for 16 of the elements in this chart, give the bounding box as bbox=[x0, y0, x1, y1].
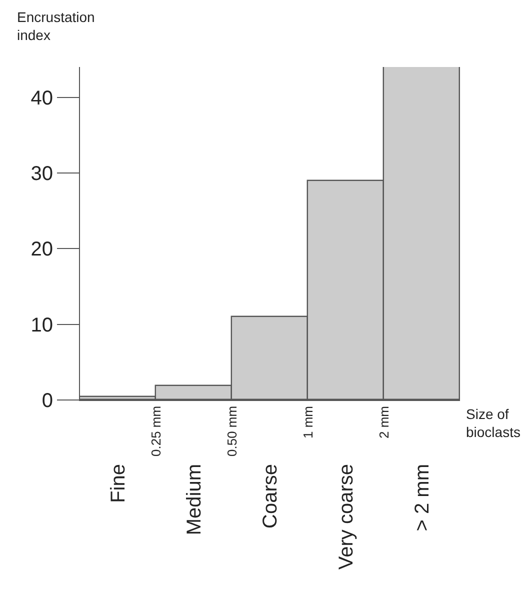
x-tick-label: > 2 mm bbox=[412, 464, 434, 532]
x-tick-label: Fine bbox=[108, 464, 130, 503]
y-tick-label: 10 bbox=[30, 314, 53, 336]
text: 1 mm bbox=[300, 406, 316, 438]
y-axis-title: Encrustation index bbox=[17, 9, 95, 44]
y-tick-label: 30 bbox=[30, 162, 53, 185]
x-tick-label: Very coarse bbox=[336, 464, 358, 570]
y-tick-label: 0 bbox=[42, 390, 53, 412]
x-tick-label: Medium bbox=[184, 464, 206, 536]
text: 0.25 mm bbox=[148, 406, 164, 456]
y-tick-label: 40 bbox=[30, 87, 53, 110]
text: 2 mm bbox=[376, 406, 392, 438]
y-tick-label: 20 bbox=[30, 238, 53, 261]
text: 0.50 mm bbox=[224, 406, 240, 456]
x-tick-label: Coarse bbox=[260, 464, 282, 528]
x-axis-title: Size of bioclasts bbox=[466, 406, 520, 440]
